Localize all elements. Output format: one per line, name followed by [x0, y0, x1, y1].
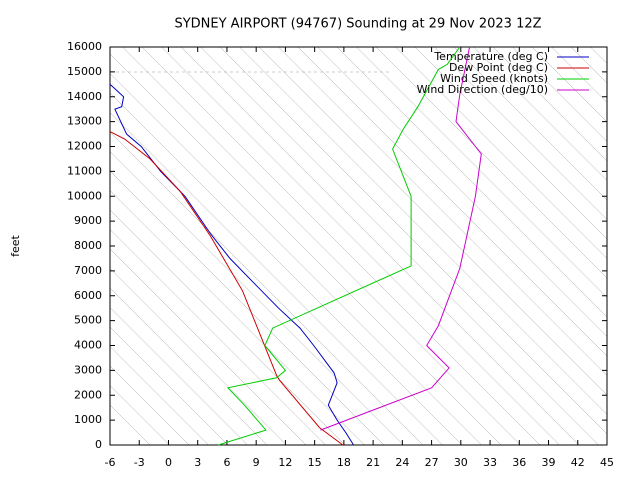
- adiabat-line: [531, 47, 607, 123]
- x-tick-label: 27: [425, 456, 439, 469]
- y-tick-label: 11000: [67, 164, 102, 177]
- adiabat-line: [434, 47, 607, 220]
- y-tick-label: 14000: [67, 90, 102, 103]
- adiabat-line: [608, 25, 640, 445]
- chart-title: SYDNEY AIRPORT (94767) Sounding at 29 No…: [174, 17, 541, 32]
- y-tick-label: 12000: [67, 140, 102, 153]
- y-tick-label: 10000: [67, 189, 102, 202]
- y-tick-label: 8000: [74, 239, 102, 252]
- legend-label: Temperature (deg C): [433, 50, 548, 63]
- adiabat-line: [110, 346, 209, 445]
- adiabat-line: [110, 229, 326, 445]
- y-tick-label: 4000: [74, 339, 102, 352]
- x-tick-label: 3: [194, 456, 201, 469]
- x-tick-label: 36: [512, 456, 526, 469]
- adiabat-line: [453, 47, 607, 201]
- x-tick-label: 42: [571, 456, 585, 469]
- y-tick-label: 7000: [74, 264, 102, 277]
- adiabat-line: [297, 47, 607, 357]
- series-line: [109, 83, 355, 446]
- y-axis-label: feet: [9, 234, 22, 256]
- x-tick-label: 45: [600, 456, 614, 469]
- x-tick-label: 18: [337, 456, 351, 469]
- adiabat-line: [512, 47, 607, 142]
- adiabat-line: [414, 47, 607, 240]
- series-line: [109, 131, 344, 446]
- plot-border: [109, 46, 608, 446]
- legend-label: Wind Direction (deg/10): [417, 83, 548, 96]
- adiabat-line: [356, 47, 607, 298]
- series-line: [218, 46, 461, 446]
- x-tick-label: -3: [134, 456, 145, 469]
- x-tick-label: 33: [483, 456, 497, 469]
- y-tick-label: 13000: [67, 115, 102, 128]
- y-tick-label: 2000: [74, 388, 102, 401]
- y-tick-label: 15000: [67, 65, 102, 78]
- adiabat-line: [336, 47, 607, 318]
- adiabat-line: [110, 248, 307, 445]
- x-tick-label: 0: [165, 456, 172, 469]
- x-tick-label: -6: [105, 456, 116, 469]
- y-tick-label: 3000: [74, 363, 102, 376]
- adiabat-line: [110, 53, 502, 445]
- y-tick-label: 9000: [74, 214, 102, 227]
- adiabat-line: [110, 151, 404, 445]
- x-tick-label: 21: [366, 456, 380, 469]
- x-tick-label: 12: [278, 456, 292, 469]
- y-tick-label: 5000: [74, 314, 102, 327]
- x-tick-label: 39: [542, 456, 556, 469]
- adiabat-line: [180, 47, 580, 445]
- adiabat-line: [110, 73, 482, 445]
- adiabat-line: [110, 365, 190, 445]
- adiabat-line: [110, 170, 385, 445]
- adiabat-line: [200, 47, 599, 445]
- adiabat-line: [161, 47, 560, 445]
- adiabat-line: [258, 47, 607, 396]
- y-tick-label: 1000: [74, 413, 102, 426]
- adiabat-line: [110, 131, 424, 445]
- adiabat-line: [110, 307, 248, 445]
- x-tick-label: 6: [223, 456, 230, 469]
- adiabat-line: [570, 47, 607, 84]
- adiabat-line: [110, 287, 268, 445]
- adiabat-line: [588, 25, 640, 445]
- adiabat-line: [590, 47, 607, 64]
- adiabat-line: [110, 326, 229, 445]
- x-tick-label: 15: [308, 456, 322, 469]
- adiabat-line: [492, 47, 607, 162]
- x-tick-label: 24: [395, 456, 409, 469]
- adiabat-line: [219, 47, 607, 435]
- adiabat-line: [122, 47, 521, 445]
- y-tick-label: 16000: [67, 40, 102, 53]
- adiabat-line: [141, 47, 541, 445]
- adiabat-lines: [110, 25, 640, 445]
- adiabat-line: [110, 190, 365, 445]
- adiabat-line: [110, 268, 287, 445]
- legend-label: Wind Speed (knots): [440, 72, 548, 85]
- adiabat-line: [110, 92, 463, 445]
- legend-label: Dew Point (deg C): [449, 61, 548, 74]
- y-tick-label: 6000: [74, 289, 102, 302]
- adiabat-line: [627, 25, 640, 445]
- adiabat-line: [110, 112, 443, 445]
- adiabat-line: [317, 47, 607, 337]
- adiabat-line: [473, 47, 607, 181]
- x-tick-label: 30: [454, 456, 468, 469]
- adiabat-line: [551, 47, 607, 103]
- adiabat-line: [110, 404, 151, 445]
- adiabat-line: [395, 47, 607, 259]
- adiabat-line: [239, 47, 607, 415]
- x-tick-label: 9: [253, 456, 260, 469]
- adiabat-line: [110, 209, 346, 445]
- series-line: [320, 46, 482, 431]
- y-tick-label: 0: [95, 438, 102, 451]
